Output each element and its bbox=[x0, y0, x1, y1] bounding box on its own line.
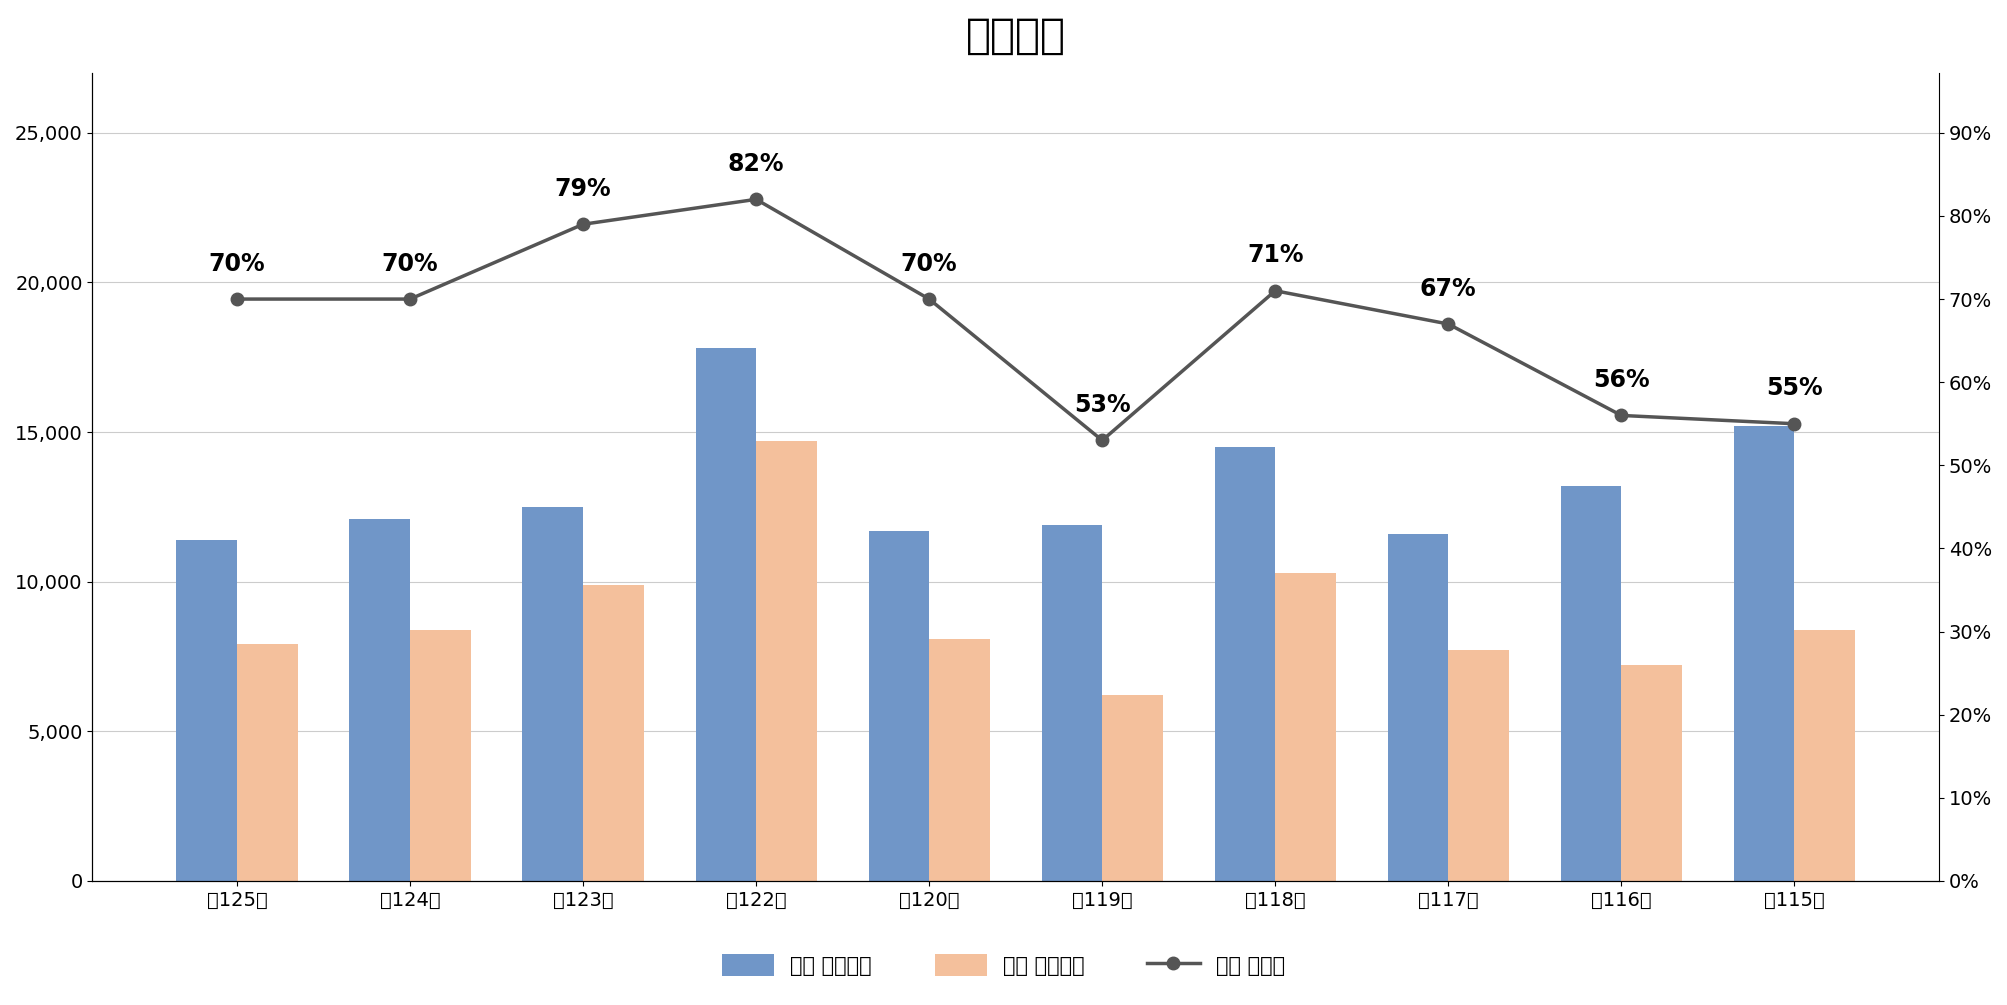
３級 合格率 bbox=[1090, 434, 1114, 446]
Bar bbox=[584, 585, 644, 880]
３級 合格率 bbox=[917, 293, 941, 306]
Text: 71%: 71% bbox=[1246, 243, 1303, 267]
Bar bbox=[1042, 525, 1102, 880]
Legend: ３級 受験者数, ３級 合格者数, ３級 合格率: ３級 受験者数, ３級 合格者数, ３級 合格率 bbox=[712, 946, 1295, 985]
Bar bbox=[349, 519, 409, 880]
Text: 70%: 70% bbox=[901, 252, 957, 275]
Bar bbox=[869, 531, 929, 880]
Bar bbox=[1102, 695, 1162, 880]
Bar bbox=[237, 644, 297, 880]
Text: 56%: 56% bbox=[1594, 368, 1650, 392]
３級 合格率 bbox=[745, 193, 769, 205]
Text: 67%: 67% bbox=[1421, 276, 1477, 300]
Bar bbox=[1734, 426, 1794, 880]
３級 合格率 bbox=[1610, 409, 1634, 421]
３級 合格率 bbox=[1262, 284, 1286, 296]
Bar bbox=[1387, 534, 1449, 880]
３級 合格率 bbox=[397, 293, 421, 306]
３級 合格率 bbox=[1782, 418, 1806, 430]
Text: 70%: 70% bbox=[381, 252, 438, 275]
Text: 55%: 55% bbox=[1766, 377, 1822, 400]
Text: 79%: 79% bbox=[554, 177, 612, 201]
Bar bbox=[696, 349, 757, 880]
Bar bbox=[1274, 573, 1337, 880]
Text: 53%: 53% bbox=[1074, 393, 1130, 417]
３級 合格率 bbox=[572, 218, 596, 230]
Bar bbox=[1214, 447, 1274, 880]
Bar bbox=[522, 507, 584, 880]
Bar bbox=[757, 441, 817, 880]
Bar bbox=[1449, 650, 1509, 880]
Bar bbox=[1794, 629, 1854, 880]
Title: 【３級】: 【３級】 bbox=[965, 15, 1066, 57]
Bar bbox=[409, 629, 470, 880]
Bar bbox=[177, 540, 237, 880]
Bar bbox=[1561, 485, 1622, 880]
Line: ３級 合格率: ３級 合格率 bbox=[231, 193, 1800, 446]
３級 合格率 bbox=[225, 293, 249, 306]
Bar bbox=[1622, 665, 1682, 880]
Text: 82%: 82% bbox=[729, 152, 785, 176]
３級 合格率 bbox=[1437, 318, 1461, 330]
Text: 70%: 70% bbox=[209, 252, 265, 275]
Bar bbox=[929, 638, 989, 880]
